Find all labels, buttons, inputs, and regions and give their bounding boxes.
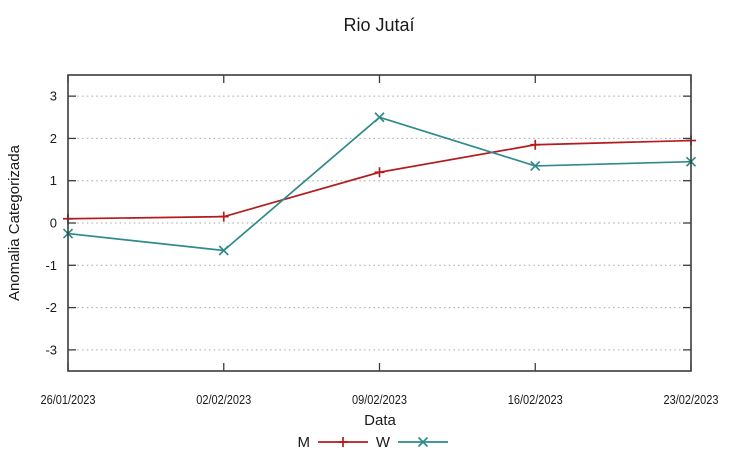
legend-item-M: M xyxy=(298,434,368,451)
data-marker-W xyxy=(530,160,541,172)
gridlines xyxy=(68,95,691,351)
y-tick-label: -2 xyxy=(45,300,57,315)
chart-title: Rio Jutaí xyxy=(343,15,414,35)
x-tick-label: 23/02/2023 xyxy=(664,392,719,407)
legend-marker-M xyxy=(338,437,348,447)
x-tick-label: 09/02/2023 xyxy=(352,392,407,407)
series-W xyxy=(62,112,697,256)
series-M xyxy=(63,135,696,224)
x-tick-label: 26/01/2023 xyxy=(41,392,96,407)
legend-label-M: M xyxy=(298,434,311,451)
data-marker-M xyxy=(218,211,229,222)
plot-border xyxy=(67,74,692,372)
legend-item-W: W xyxy=(376,434,448,451)
y-tick-label: 3 xyxy=(50,89,57,104)
y-tick-label: -1 xyxy=(45,258,57,273)
y-axis-label: Anomalia Categorizada xyxy=(6,144,23,301)
x-tick-label: 02/02/2023 xyxy=(196,392,251,407)
series-line-M xyxy=(67,139,692,220)
series-lines xyxy=(62,112,697,256)
y-tick-label: 2 xyxy=(50,131,57,146)
tick-labels: -3 -2 -1 0 1 2 3 26/01/2023 02/02/2023 09/02/2023… xyxy=(41,89,719,407)
y-tick-label: -3 xyxy=(45,342,57,357)
series-line-W xyxy=(67,116,692,252)
y-tick-label: 1 xyxy=(50,173,57,188)
x-tick-label: 16/02/2023 xyxy=(508,392,563,407)
legend-label-W: W xyxy=(376,434,391,451)
data-marker-W xyxy=(374,112,385,123)
data-marker-W xyxy=(218,245,229,256)
legend-marker-W xyxy=(417,436,429,448)
data-marker-M xyxy=(530,139,541,150)
data-marker-M xyxy=(374,167,385,178)
x-axis-label: Data xyxy=(364,412,396,429)
plot-frame xyxy=(67,74,692,372)
y-tick-label: 0 xyxy=(50,216,57,231)
